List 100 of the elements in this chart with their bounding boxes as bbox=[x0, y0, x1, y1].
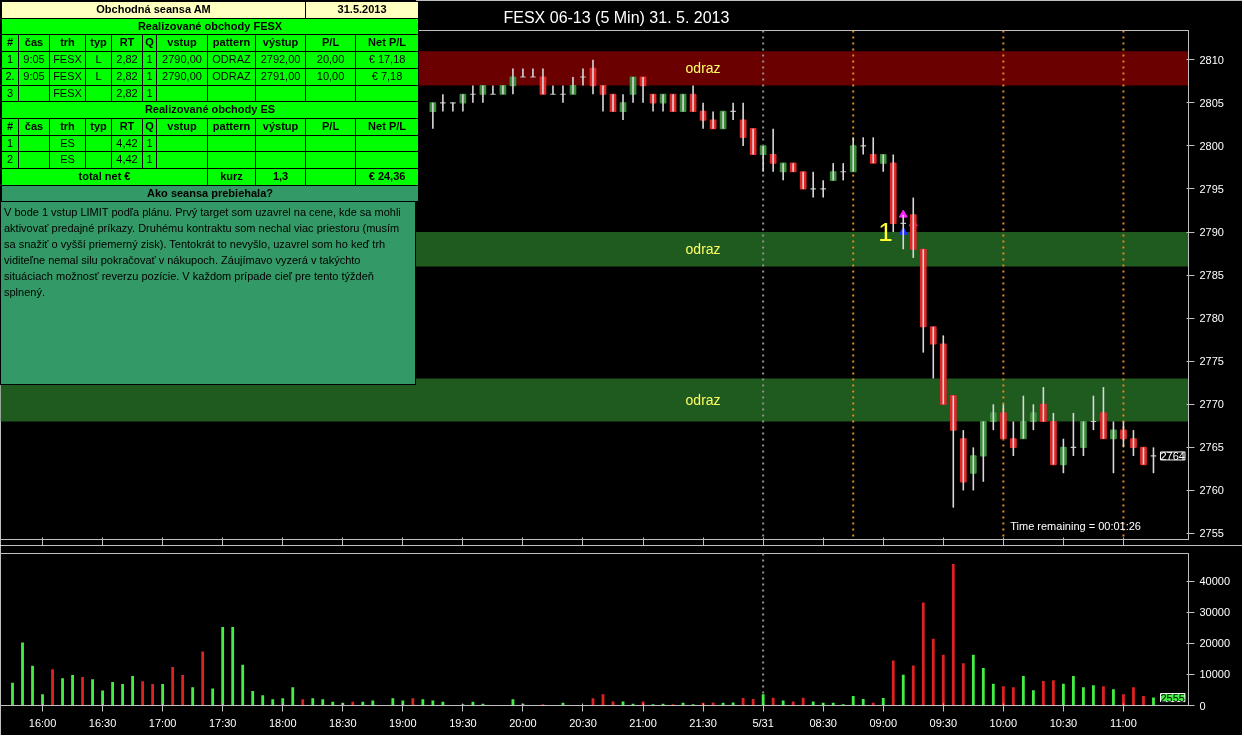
annotation: 2 bbox=[1, 151, 19, 169]
annotation: čas bbox=[18, 118, 50, 136]
annotation: € 24,36 bbox=[355, 168, 419, 186]
x-tick-label: 19:00 bbox=[389, 716, 417, 729]
x-tick-label: 18:30 bbox=[329, 716, 357, 729]
annotation: kurz bbox=[207, 168, 256, 186]
annotation: 1 bbox=[878, 216, 893, 247]
y-tick-label: 2805 bbox=[1199, 96, 1224, 109]
annotation: € 7,18 bbox=[355, 68, 419, 86]
annotation: vstup bbox=[156, 34, 208, 52]
annotation: 2790,00 bbox=[156, 68, 208, 86]
y-tick-label: 2810 bbox=[1199, 53, 1224, 66]
x-tick-label: 16:00 bbox=[28, 716, 57, 729]
annotation: 2790,00 bbox=[156, 51, 208, 69]
y-tick-label: 2795 bbox=[1199, 182, 1224, 195]
band-label: odraz bbox=[685, 391, 721, 408]
y-tick-label: 2755 bbox=[1199, 527, 1224, 540]
annotation: 10,00 bbox=[305, 68, 356, 86]
annotation: čas bbox=[18, 34, 50, 52]
x-tick-label: 19:30 bbox=[449, 716, 477, 729]
annotation: trh bbox=[49, 118, 86, 136]
x-tick-label: 11:00 bbox=[1110, 716, 1137, 729]
annotation: Ako seansa prebiehala? bbox=[1, 185, 419, 202]
annotation: Realizované obchody ES bbox=[1, 101, 419, 119]
annotation: výstup bbox=[255, 34, 306, 52]
x-tick-label: 10:30 bbox=[1049, 716, 1078, 729]
annotation: výstup bbox=[255, 118, 306, 136]
annotation: pattern bbox=[207, 34, 256, 52]
text: Obchodná seansa AM bbox=[1, 1, 306, 19]
annotation: 2,82 bbox=[111, 85, 143, 102]
x-tick-label: 10:00 bbox=[989, 716, 1018, 729]
annotation: trh bbox=[49, 34, 86, 52]
y-tick-label: 0 bbox=[1199, 699, 1206, 712]
annotation: total net € bbox=[1, 168, 208, 186]
annotation: RT bbox=[111, 34, 143, 52]
annotation: ODRAZ bbox=[207, 68, 256, 86]
band-label: odraz bbox=[685, 60, 721, 77]
annotation: L bbox=[85, 68, 112, 86]
annotation: 4,42 bbox=[111, 151, 143, 169]
y-tick-label: 30000 bbox=[1199, 606, 1231, 619]
y-tick-label: 2770 bbox=[1199, 398, 1224, 411]
annotation: typ bbox=[85, 34, 112, 52]
x-tick-label: 17:00 bbox=[148, 716, 177, 729]
annotation: 2555 bbox=[1160, 691, 1185, 704]
annotation: FESX bbox=[49, 51, 86, 69]
x-tick-label: 21:30 bbox=[689, 716, 717, 729]
annotation: # bbox=[1, 118, 19, 136]
y-tick-label: 2760 bbox=[1199, 484, 1224, 497]
annotation: 1 bbox=[142, 85, 157, 102]
annotation: 2. bbox=[1, 68, 19, 86]
y-tick-label: 20000 bbox=[1199, 637, 1231, 650]
band-label: odraz bbox=[685, 241, 721, 258]
y-tick-label: 10000 bbox=[1199, 668, 1231, 681]
annotation: 3 bbox=[1, 85, 19, 102]
annotation: V bode 1 vstup LIMIT podľa plánu. Prvý target som uzavrel na cene, kde sa mohli aktivovať predajné príkazy. Druhému kontraktu som nechal viac priestoru (musím sa snažiť o vyšší priemerný zisk). Tentokrát to nevyšlo, uzavrel som ho keď trh viditeľne nemal silu pokračovať v nákupoch. Záujímavo vyzerá v takýchto situáciach možnosť reverzu pozície. V každom prípade cieľ pre tento týždeň splnený. bbox=[3, 205, 402, 301]
annotation: 20,00 bbox=[305, 51, 356, 69]
annotation: 2791,00 bbox=[255, 68, 306, 86]
annotation: typ bbox=[85, 118, 112, 136]
y-tick-label: 2780 bbox=[1199, 312, 1224, 325]
annotation: 2,82 bbox=[111, 51, 143, 69]
annotation: RT bbox=[111, 118, 143, 136]
annotation: Realizované obchody FESX bbox=[1, 18, 419, 35]
annotation: Net P/L bbox=[355, 118, 419, 136]
annotation: € 17,18 bbox=[355, 51, 419, 69]
chart-title: FESX 06-13 (5 Min) 31. 5. 2013 bbox=[503, 8, 730, 26]
x-tick-label: 20:30 bbox=[569, 716, 597, 729]
annotation: 1 bbox=[142, 51, 157, 69]
annotation: vstup bbox=[156, 118, 208, 136]
annotation: P/L bbox=[305, 34, 356, 52]
annotation: ES bbox=[49, 135, 86, 152]
annotation: 1 bbox=[1, 135, 19, 152]
text: 31.5.2013 bbox=[305, 1, 419, 19]
x-tick-label: 08:30 bbox=[809, 716, 837, 729]
annotation: Q bbox=[142, 118, 157, 136]
x-tick-label: 09:30 bbox=[929, 716, 958, 729]
annotation: 9:05 bbox=[18, 51, 50, 69]
annotation: 4,42 bbox=[111, 135, 143, 152]
x-tick-label: 09:00 bbox=[869, 716, 898, 729]
y-tick-label: 2785 bbox=[1199, 269, 1224, 282]
annotation: 2792,00 bbox=[255, 51, 306, 69]
annotation: P/L bbox=[305, 118, 356, 136]
y-tick-label: 2765 bbox=[1199, 441, 1224, 454]
annotation: Q bbox=[142, 34, 157, 52]
annotation: ES bbox=[49, 151, 86, 169]
annotation: # bbox=[1, 34, 19, 52]
y-tick-label: 2790 bbox=[1199, 226, 1224, 239]
x-tick-label: 18:00 bbox=[268, 716, 297, 729]
x-tick-label: 17:30 bbox=[208, 716, 237, 729]
x-tick-label: 21:00 bbox=[629, 716, 657, 729]
annotation: Time remaining = 00:01:26 bbox=[1010, 519, 1141, 532]
annotation: 1,3 bbox=[255, 168, 306, 186]
annotation: pattern bbox=[207, 118, 256, 136]
annotation: FESX bbox=[49, 68, 86, 86]
annotation: Net P/L bbox=[355, 34, 419, 52]
x-tick-label: 5/31 bbox=[752, 716, 774, 729]
x-tick-label: 16:30 bbox=[88, 716, 117, 729]
annotation: 9:05 bbox=[18, 68, 50, 86]
y-tick-label: 2800 bbox=[1199, 139, 1224, 152]
annotation: 2,82 bbox=[111, 68, 143, 86]
annotation: ODRAZ bbox=[207, 51, 256, 69]
